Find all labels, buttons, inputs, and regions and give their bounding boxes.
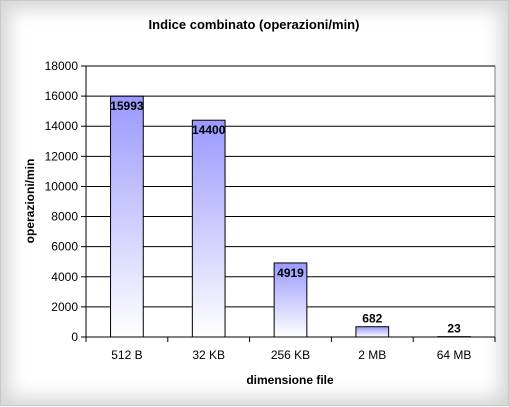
x-tick-label: 256 KB	[271, 348, 310, 362]
x-axis-title: dimensione file	[246, 373, 334, 387]
y-tick-label: 16000	[45, 89, 79, 103]
x-tick-label: 64 MB	[437, 348, 472, 362]
y-axis-ticks: 0 2000 4000 6000 8000 10000 12000 14000 16000 180…	[45, 59, 86, 344]
y-axis-title: operazioni/min	[23, 159, 37, 244]
y-tick-label: 0	[71, 330, 78, 344]
bar	[356, 327, 389, 337]
y-tick-label: 18000	[45, 59, 79, 73]
chart-title: Indice combinato (operazioni/min)	[149, 17, 360, 32]
bar	[192, 120, 225, 337]
data-label: 4919	[277, 266, 304, 280]
y-tick-label: 6000	[51, 240, 78, 254]
bar	[111, 96, 144, 337]
x-tick-label: 2 MB	[358, 348, 386, 362]
y-tick-label: 14000	[45, 119, 79, 133]
data-label: 15993	[110, 99, 144, 113]
x-tick-label: 32 KB	[192, 348, 225, 362]
y-tick-label: 2000	[51, 300, 78, 314]
data-label: 23	[447, 322, 461, 336]
y-tick-label: 12000	[45, 149, 79, 163]
x-axis-ticks: 512 B 32 KB 256 KB 2 MB 64 MB	[86, 337, 495, 362]
x-tick-label: 512 B	[111, 348, 142, 362]
data-label: 682	[362, 312, 382, 326]
y-tick-label: 10000	[45, 179, 79, 193]
data-label: 14400	[192, 123, 226, 137]
y-tick-label: 8000	[51, 210, 78, 224]
y-tick-label: 4000	[51, 270, 78, 284]
